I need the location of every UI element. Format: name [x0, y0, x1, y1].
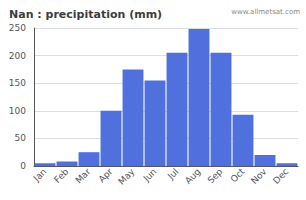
svg-text:Feb: Feb — [52, 166, 71, 185]
svg-text:Jul: Jul — [165, 166, 180, 181]
svg-text:www.allmetsat.com: www.allmetsat.com — [231, 8, 300, 16]
svg-text:0: 0 — [20, 161, 26, 171]
svg-text:Aug: Aug — [183, 166, 202, 185]
svg-text:Oct: Oct — [228, 166, 246, 184]
svg-text:50: 50 — [15, 133, 27, 143]
svg-text:250: 250 — [9, 23, 26, 33]
svg-text:Nan : precipitation (mm): Nan : precipitation (mm) — [9, 8, 162, 21]
svg-text:Apr: Apr — [96, 166, 114, 184]
svg-text:Nov: Nov — [249, 166, 269, 186]
svg-text:Jun: Jun — [141, 166, 159, 184]
svg-text:Jan: Jan — [31, 166, 49, 184]
svg-text:Sep: Sep — [205, 166, 224, 185]
svg-text:May: May — [116, 166, 137, 187]
svg-text:Mar: Mar — [73, 166, 92, 185]
svg-text:100: 100 — [9, 106, 26, 116]
svg-text:Dec: Dec — [271, 166, 290, 185]
svg-text:150: 150 — [9, 78, 26, 88]
svg-text:200: 200 — [9, 51, 26, 61]
